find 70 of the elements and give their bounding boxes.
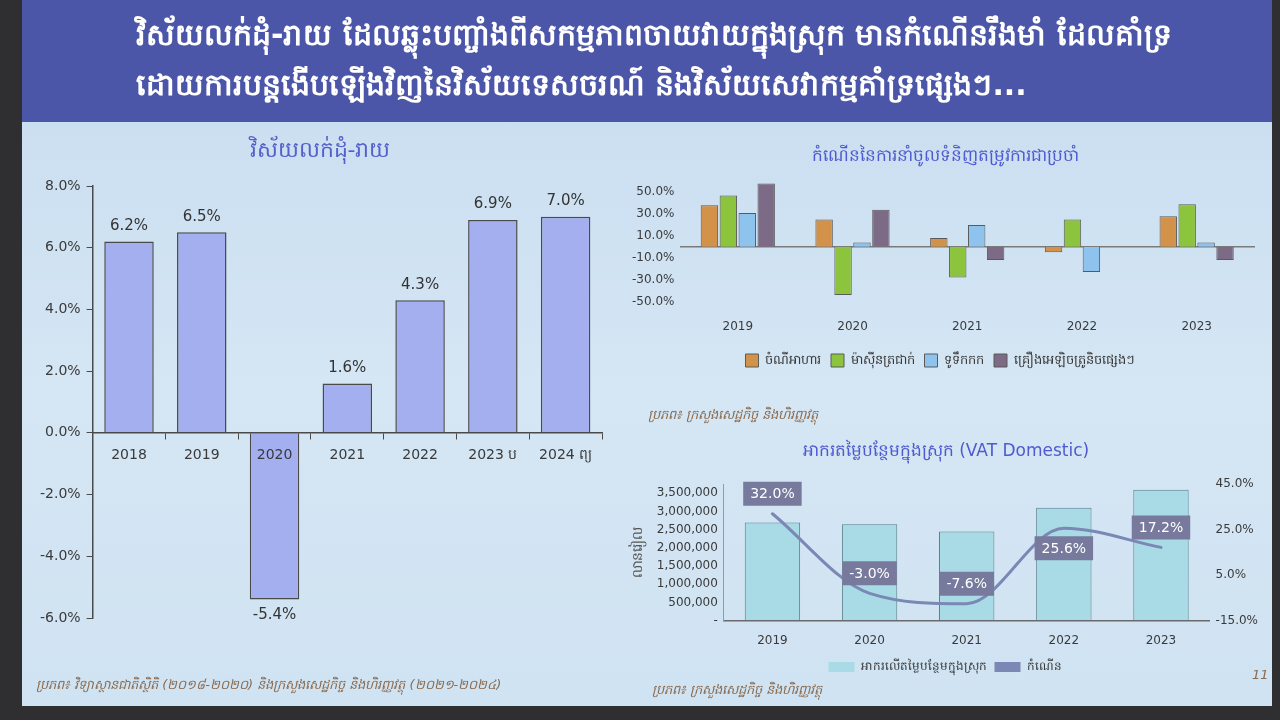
- y-tick-label: -: [713, 612, 718, 627]
- y-tick-label: 30.0%: [636, 206, 675, 221]
- legend-label: ម៉ាស៊ីនត្រជាក់: [850, 350, 915, 369]
- legend-label: កំណើន: [1026, 658, 1062, 674]
- legend-label: អាករលើតម្លៃបន្ថែមក្នុងស្រុក: [860, 658, 987, 677]
- data-label: 4.3%: [401, 274, 440, 293]
- y-tick-label: 10.0%: [636, 228, 675, 243]
- y2-tick-label: -15.0%: [1215, 612, 1258, 627]
- y2-tick-label: 25.0%: [1215, 521, 1254, 536]
- text: ប្រភព៖ វិទ្យាស្ថានជាតិស្ថិតិ (២០១៨-២០២០) និងក្រសួងសេដ្ឋកិច្ច និងហិរញ្ញវត្ថុ (២០២១-២០២៤): [36, 676, 502, 695]
- y-tick-label: 50.0%: [636, 184, 675, 199]
- y-tick-label: -50.0%: [632, 293, 675, 308]
- x-tick-label: 2018: [111, 445, 147, 462]
- y-tick-label: 2.0%: [45, 361, 81, 378]
- y-tick-label: -30.0%: [632, 271, 675, 286]
- y-tick-label: 2,500,000: [656, 521, 718, 536]
- y-tick-label: 8.0%: [45, 176, 81, 193]
- data-label: -3.0%: [849, 564, 890, 581]
- legend-label: ទូទឹកកក: [944, 350, 984, 369]
- x-tick-label: 2020: [854, 632, 885, 647]
- chart-title: កំណើននៃការនាំចូលទំនិញតម្រូវការជាប្រចាំ: [810, 144, 1080, 169]
- data-label: -5.4%: [252, 604, 297, 623]
- y-tick-label: 500,000: [668, 594, 718, 609]
- x-tick-label: 2020: [256, 445, 293, 462]
- data-label: 32.0%: [750, 485, 795, 502]
- x-tick-label: 2019: [183, 445, 220, 462]
- x-tick-label: 2019: [722, 318, 754, 333]
- y-tick-label: 0.0%: [45, 423, 81, 440]
- x-tick-label: 2024 ព្យ: [539, 445, 593, 463]
- y2-tick-label: 5.0%: [1215, 567, 1247, 582]
- legend-label: ចំណីអាហារ: [765, 350, 821, 367]
- y-tick-label: 2,000,000: [656, 539, 718, 554]
- x-tick-label: 2021: [329, 445, 366, 462]
- chart-title: វិស័យលក់ដុំ-រាយ: [247, 136, 392, 166]
- y-tick-label: -4.0%: [39, 546, 81, 563]
- y-axis-title: លានរៀល: [628, 526, 648, 578]
- x-tick-label: 2021: [951, 632, 982, 647]
- y-tick-label: -6.0%: [39, 608, 81, 625]
- x-tick-label: 2023 ប: [468, 445, 518, 462]
- text: ប្រភព៖ ក្រសួងសេដ្ឋកិច្ច និងហិរញ្ញវត្ថុ: [648, 406, 819, 425]
- text: វិស័យលក់ដុំ-រាយ ដែលឆ្លុះបញ្ចាំងពីសកម្មភាពចាយវាយក្នុងស្រុក មានកំណើនរឹងមាំ ដែលគាំទ្រដោយការបន្តងើបឡើងវិញនៃវិស័យទេសចរណ៍ និងវិស័យសេវាកម្មគាំទ្រផ្សេងៗ...: [136, 14, 1173, 105]
- data-label: 1.6%: [328, 357, 367, 376]
- text: ប្រភព៖ ក្រសួងសេដ្ឋកិច្ច និងហិរញ្ញវត្ថុ: [652, 681, 823, 700]
- data-label: 6.9%: [473, 194, 512, 213]
- x-tick-label: 2022: [1048, 632, 1080, 647]
- data-label: 6.5%: [182, 206, 221, 225]
- chart-title: អាករតម្លៃបន្ថែមក្នុងស្រុក (VAT Domestic): [801, 439, 1091, 464]
- x-tick-label: 2021: [951, 318, 983, 333]
- y2-tick-label: 45.0%: [1215, 476, 1254, 491]
- data-label: 7.0%: [546, 191, 585, 210]
- x-tick-label: 2019: [757, 632, 788, 647]
- text: 11: [1252, 667, 1269, 682]
- x-tick-label: 2023: [1145, 632, 1177, 647]
- y-tick-label: 1,000,000: [656, 576, 718, 591]
- y-tick-label: 3,500,000: [656, 485, 718, 500]
- legend-label: គ្រឿងអេឡិចត្រូនិចផ្សេងៗ: [1013, 350, 1135, 369]
- data-label: 6.2%: [109, 215, 149, 234]
- y-tick-label: 3,000,000: [656, 503, 718, 518]
- y-tick-label: 4.0%: [45, 300, 81, 317]
- y-tick-label: 6.0%: [45, 238, 81, 255]
- x-tick-label: 2022: [1066, 318, 1098, 333]
- x-tick-label: 2020: [837, 318, 868, 333]
- x-tick-label: 2022: [402, 445, 438, 462]
- x-tick-label: 2023: [1181, 318, 1212, 333]
- data-label: 17.2%: [1138, 519, 1184, 536]
- y-tick-label: -2.0%: [39, 485, 81, 502]
- data-label: 25.6%: [1041, 539, 1087, 556]
- y-tick-label: 1,500,000: [656, 558, 718, 573]
- data-label: -7.6%: [946, 575, 988, 592]
- y-tick-label: -10.0%: [632, 249, 675, 264]
